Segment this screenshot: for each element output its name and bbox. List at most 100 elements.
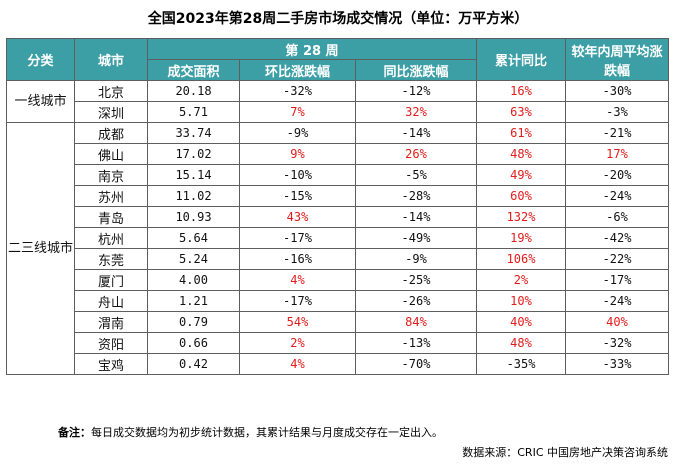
table-body: 一线城市 北京 20.18 -32% -12% 16% -30% 深圳 5.71 7% 32% 63%… — [6, 80, 670, 375]
cell-mom: -17% — [239, 227, 356, 249]
cell-cumulative: 40% — [476, 311, 567, 333]
cell-cumulative: -35% — [476, 353, 567, 375]
cell-mom: -15% — [239, 185, 356, 207]
cell-yoy: 84% — [354, 311, 478, 333]
table-row: 佛山 17.02 9% 26% 48% 17% — [7, 143, 670, 165]
cell-city: 舟山 — [74, 290, 148, 312]
cell-mom: 43% — [239, 206, 356, 228]
cell-avg-compare: -24% — [565, 185, 670, 207]
cell-city: 佛山 — [74, 143, 148, 165]
cell-yoy: -5% — [354, 164, 478, 186]
cell-yoy: -13% — [354, 332, 478, 354]
cell-city: 厦门 — [74, 269, 148, 291]
cell-mom: -10% — [239, 164, 356, 186]
cell-avg-compare: -32% — [565, 332, 670, 354]
cell-avg-compare: -24% — [565, 290, 670, 312]
cell-yoy: -28% — [354, 185, 478, 207]
cell-area: 10.93 — [147, 206, 240, 228]
cell-avg-compare: -20% — [565, 164, 670, 186]
cell-yoy: -49% — [354, 227, 478, 249]
cell-avg-compare: -3% — [565, 101, 670, 123]
table-row: 南京 15.14 -10% -5% 49% -20% — [7, 164, 670, 186]
cell-city: 苏州 — [74, 185, 148, 207]
cell-city: 杭州 — [74, 227, 148, 249]
cell-avg-compare: -21% — [565, 122, 670, 144]
header-week: 第 28 周 — [146, 38, 478, 60]
table-row: 深圳 5.71 7% 32% 63% -3% — [7, 101, 670, 123]
cell-avg-compare: -30% — [565, 80, 670, 102]
footnote: 备注：每日成交数据均为初步统计数据，其累计结果与月度成交存在一定出入。 — [58, 424, 443, 440]
cell-mom: 4% — [239, 269, 356, 291]
cell-area: 33.74 — [147, 122, 240, 144]
cell-city: 渭南 — [74, 311, 148, 333]
cell-yoy: -25% — [354, 269, 478, 291]
cell-mom: -17% — [239, 290, 356, 312]
cell-mom: -9% — [239, 122, 356, 144]
table-row: 厦门 4.00 4% -25% 2% -17% — [7, 269, 670, 291]
cell-mom: 7% — [239, 101, 356, 123]
cell-mom: 54% — [239, 311, 356, 333]
header-area: 成交面积 — [147, 59, 240, 81]
cell-cumulative: 60% — [476, 185, 567, 207]
cell-mom: -16% — [239, 248, 356, 270]
header-city: 城市 — [74, 38, 148, 81]
cell-yoy: -26% — [354, 290, 478, 312]
cell-city: 深圳 — [74, 101, 148, 123]
cell-avg-compare: 40% — [565, 311, 670, 333]
cell-area: 0.79 — [147, 311, 240, 333]
cell-cumulative: 48% — [476, 332, 567, 354]
cell-yoy: -12% — [354, 80, 478, 102]
table-row: 渭南 0.79 54% 84% 40% 40% — [7, 311, 670, 333]
table-row: 资阳 0.66 2% -13% 48% -32% — [7, 332, 670, 354]
category-tier1: 一线城市 — [6, 80, 75, 123]
cell-area: 17.02 — [147, 143, 240, 165]
cell-cumulative: 63% — [476, 101, 567, 123]
report-title: 全国2023年第28周二手房市场成交情况（单位：万平方米） — [147, 11, 529, 27]
cell-yoy: -9% — [354, 248, 478, 270]
cell-avg-compare: -6% — [565, 206, 670, 228]
cell-area: 20.18 — [147, 80, 240, 102]
header-yoy: 同比涨跌幅 — [354, 59, 478, 81]
cell-area: 1.21 — [147, 290, 240, 312]
cell-cumulative: 16% — [476, 80, 567, 102]
cell-area: 0.66 — [147, 332, 240, 354]
cell-avg-compare: -22% — [565, 248, 670, 270]
cell-area: 0.42 — [147, 353, 240, 375]
cell-area: 4.00 — [147, 269, 240, 291]
cell-city: 东莞 — [74, 248, 148, 270]
cell-avg-compare: -33% — [565, 353, 670, 375]
cell-area: 15.14 — [147, 164, 240, 186]
cell-city: 资阳 — [74, 332, 148, 354]
cell-cumulative: 106% — [476, 248, 567, 270]
cell-avg-compare: -42% — [565, 227, 670, 249]
cell-cumulative: 49% — [476, 164, 567, 186]
note-label: 备注： — [58, 426, 91, 439]
transaction-table: 分类 城市 第 28 周 累计同比 较年内周平均涨跌幅 成交面积 环比涨跌幅 同… — [6, 38, 670, 375]
table-row: 一线城市 北京 20.18 -32% -12% 16% -30% — [6, 80, 670, 123]
header-cumulative: 累计同比 — [476, 38, 567, 81]
cell-mom: -32% — [239, 80, 356, 102]
cell-cumulative: 61% — [476, 122, 567, 144]
table-row: 东莞 5.24 -16% -9% 106% -22% — [7, 248, 670, 270]
cell-mom: 2% — [239, 332, 356, 354]
table-row: 青岛 10.93 43% -14% 132% -6% — [7, 206, 670, 228]
data-source: 数据来源：CRIC 中国房地产决策咨询系统 — [462, 446, 668, 459]
cell-cumulative: 10% — [476, 290, 567, 312]
cell-city: 宝鸡 — [74, 353, 148, 375]
cell-cumulative: 132% — [476, 206, 567, 228]
table-row: 舟山 1.21 -17% -26% 10% -24% — [7, 290, 670, 312]
header-avg-compare: 较年内周平均涨跌幅 — [565, 38, 670, 81]
table-row: 宝鸡 0.42 4% -70% -35% -33% — [7, 353, 670, 375]
cell-mom: 9% — [239, 143, 356, 165]
cell-area: 11.02 — [147, 185, 240, 207]
table-row: 杭州 5.64 -17% -49% 19% -42% — [7, 227, 670, 249]
cell-cumulative: 19% — [476, 227, 567, 249]
cell-yoy: 26% — [354, 143, 478, 165]
cell-city: 成都 — [74, 122, 148, 144]
note-text: 每日成交数据均为初步统计数据，其累计结果与月度成交存在一定出入。 — [91, 426, 443, 439]
cell-cumulative: 2% — [476, 269, 567, 291]
cell-mom: 4% — [239, 353, 356, 375]
cell-city: 南京 — [74, 164, 148, 186]
header-mom: 环比涨跌幅 — [239, 59, 356, 81]
